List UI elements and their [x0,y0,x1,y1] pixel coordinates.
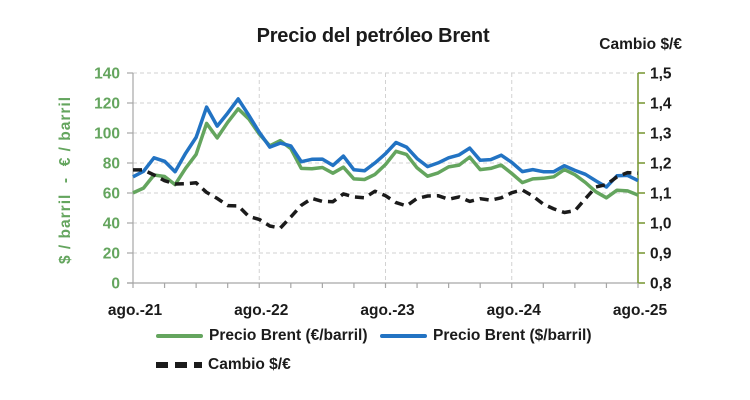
legend-label-brent-eur: Precio Brent (€/barril) [209,327,368,344]
svg-text:1,0: 1,0 [650,216,672,233]
legend-item-brent-eur: Precio Brent (€/barril) [156,326,368,346]
svg-text:ago.-22: ago.-22 [234,302,288,319]
svg-text:20: 20 [103,246,120,263]
legend-line-blue-icon [380,334,427,338]
svg-text:ago.-23: ago.-23 [360,302,415,319]
legend-item-cambio: Cambio $/€ [156,355,291,375]
x-axis-ticks [132,283,639,288]
svg-text:1,5: 1,5 [650,66,672,83]
svg-text:ago.-24: ago.-24 [487,302,542,319]
x-tick-labels: ago.-21 ago.-22 ago.-23 ago.-24 ago.-25 [108,302,668,319]
svg-text:40: 40 [103,216,120,233]
svg-text:1,4: 1,4 [650,96,672,113]
svg-text:0: 0 [111,276,120,293]
legend-label-brent-usd: Precio Brent ($/barril) [433,327,592,344]
series-line-cambio [133,168,639,230]
svg-text:100: 100 [94,126,120,143]
svg-text:1,2: 1,2 [650,156,672,173]
legend-line-green-icon [156,334,203,338]
svg-text:1,3: 1,3 [650,126,672,143]
legend-line-dashed-icon [156,362,202,368]
svg-text:140: 140 [94,66,120,83]
chart-title: Precio del petróleo Brent [256,25,490,47]
legend-label-cambio: Cambio $/€ [208,356,291,373]
axes [127,73,639,284]
svg-text:60: 60 [103,186,120,203]
series-line-brent_eur [132,107,639,200]
left-tick-labels: 0 20 40 60 80 100 120 140 [94,66,120,293]
svg-text:ago.-25: ago.-25 [613,302,668,319]
left-axis-ticks [127,72,133,284]
svg-text:1,1: 1,1 [650,186,672,203]
right-axis-title: Cambio $/€ [599,36,682,53]
series-line-brent_usd [132,97,639,189]
right-tick-labels: 0,8 0,9 1,0 1,1 1,2 1,3 1,4 1,5 [650,66,672,293]
svg-text:120: 120 [94,96,120,113]
svg-text:0,8: 0,8 [650,276,672,293]
legend-item-brent-usd: Precio Brent ($/barril) [380,326,592,346]
right-axis-ticks [638,72,645,284]
svg-text:0,9: 0,9 [650,246,672,263]
svg-text:80: 80 [103,156,120,173]
vertical-gridlines [258,73,513,283]
svg-text:ago.-21: ago.-21 [108,302,163,319]
